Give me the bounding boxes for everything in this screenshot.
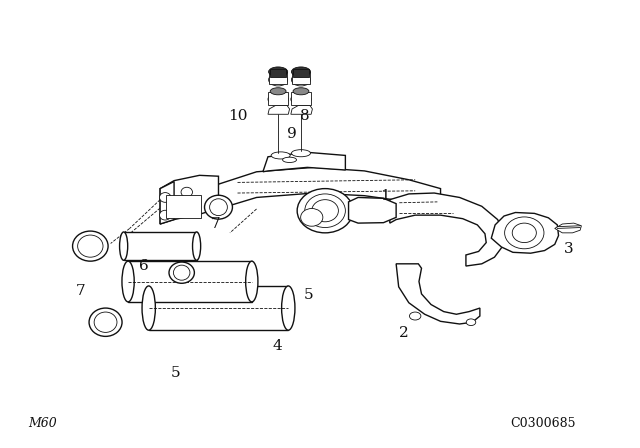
Ellipse shape [120,232,128,260]
Bar [270,69,286,77]
Ellipse shape [291,94,311,104]
Ellipse shape [159,193,171,202]
Bar [292,69,309,77]
Bar [292,72,310,84]
Polygon shape [396,264,480,324]
Ellipse shape [268,94,288,104]
Ellipse shape [312,200,339,222]
Ellipse shape [72,231,108,261]
Bar [268,92,288,104]
Polygon shape [492,212,559,253]
Ellipse shape [181,187,193,197]
Ellipse shape [142,286,156,330]
Text: 5: 5 [171,366,180,379]
Ellipse shape [291,150,310,157]
Text: 6: 6 [139,259,149,273]
Ellipse shape [77,235,103,257]
Ellipse shape [291,73,310,86]
Polygon shape [128,261,252,302]
Ellipse shape [282,286,295,330]
Ellipse shape [301,208,323,226]
Ellipse shape [210,199,227,215]
Polygon shape [555,223,581,233]
Ellipse shape [466,319,476,326]
Ellipse shape [205,195,232,219]
Ellipse shape [89,308,122,336]
Ellipse shape [269,67,287,77]
Ellipse shape [297,189,353,233]
Ellipse shape [269,73,287,86]
Polygon shape [160,181,174,224]
Ellipse shape [512,223,536,242]
Polygon shape [215,168,440,209]
Polygon shape [291,105,312,114]
Ellipse shape [94,312,117,332]
Polygon shape [349,198,396,223]
Polygon shape [160,175,218,224]
Ellipse shape [122,261,134,302]
Text: 5: 5 [304,288,314,302]
Text: 3: 3 [564,242,574,256]
Polygon shape [268,105,289,114]
Ellipse shape [410,312,421,320]
Text: 7: 7 [211,217,221,232]
Ellipse shape [293,88,309,95]
Bar [269,72,287,84]
Text: C0300685: C0300685 [510,417,576,430]
Text: 10: 10 [228,109,248,123]
Ellipse shape [283,157,296,163]
Text: 8: 8 [300,109,309,123]
Ellipse shape [305,194,346,228]
Ellipse shape [159,210,171,220]
Text: 7: 7 [76,284,85,298]
Text: 2: 2 [399,326,409,340]
Polygon shape [263,152,346,172]
Text: 9: 9 [287,127,297,141]
Ellipse shape [181,207,193,217]
Text: M60: M60 [28,417,57,430]
Text: 1: 1 [380,189,390,202]
Ellipse shape [173,265,190,280]
Ellipse shape [169,262,195,283]
Ellipse shape [193,232,201,260]
Ellipse shape [270,88,286,95]
Ellipse shape [246,261,258,302]
Ellipse shape [504,217,544,249]
Bar [166,195,202,218]
Bar [291,92,311,104]
Polygon shape [124,232,196,260]
Text: 4: 4 [273,339,282,353]
Ellipse shape [271,152,290,159]
Ellipse shape [291,67,310,77]
Polygon shape [148,286,288,330]
Polygon shape [390,193,504,266]
